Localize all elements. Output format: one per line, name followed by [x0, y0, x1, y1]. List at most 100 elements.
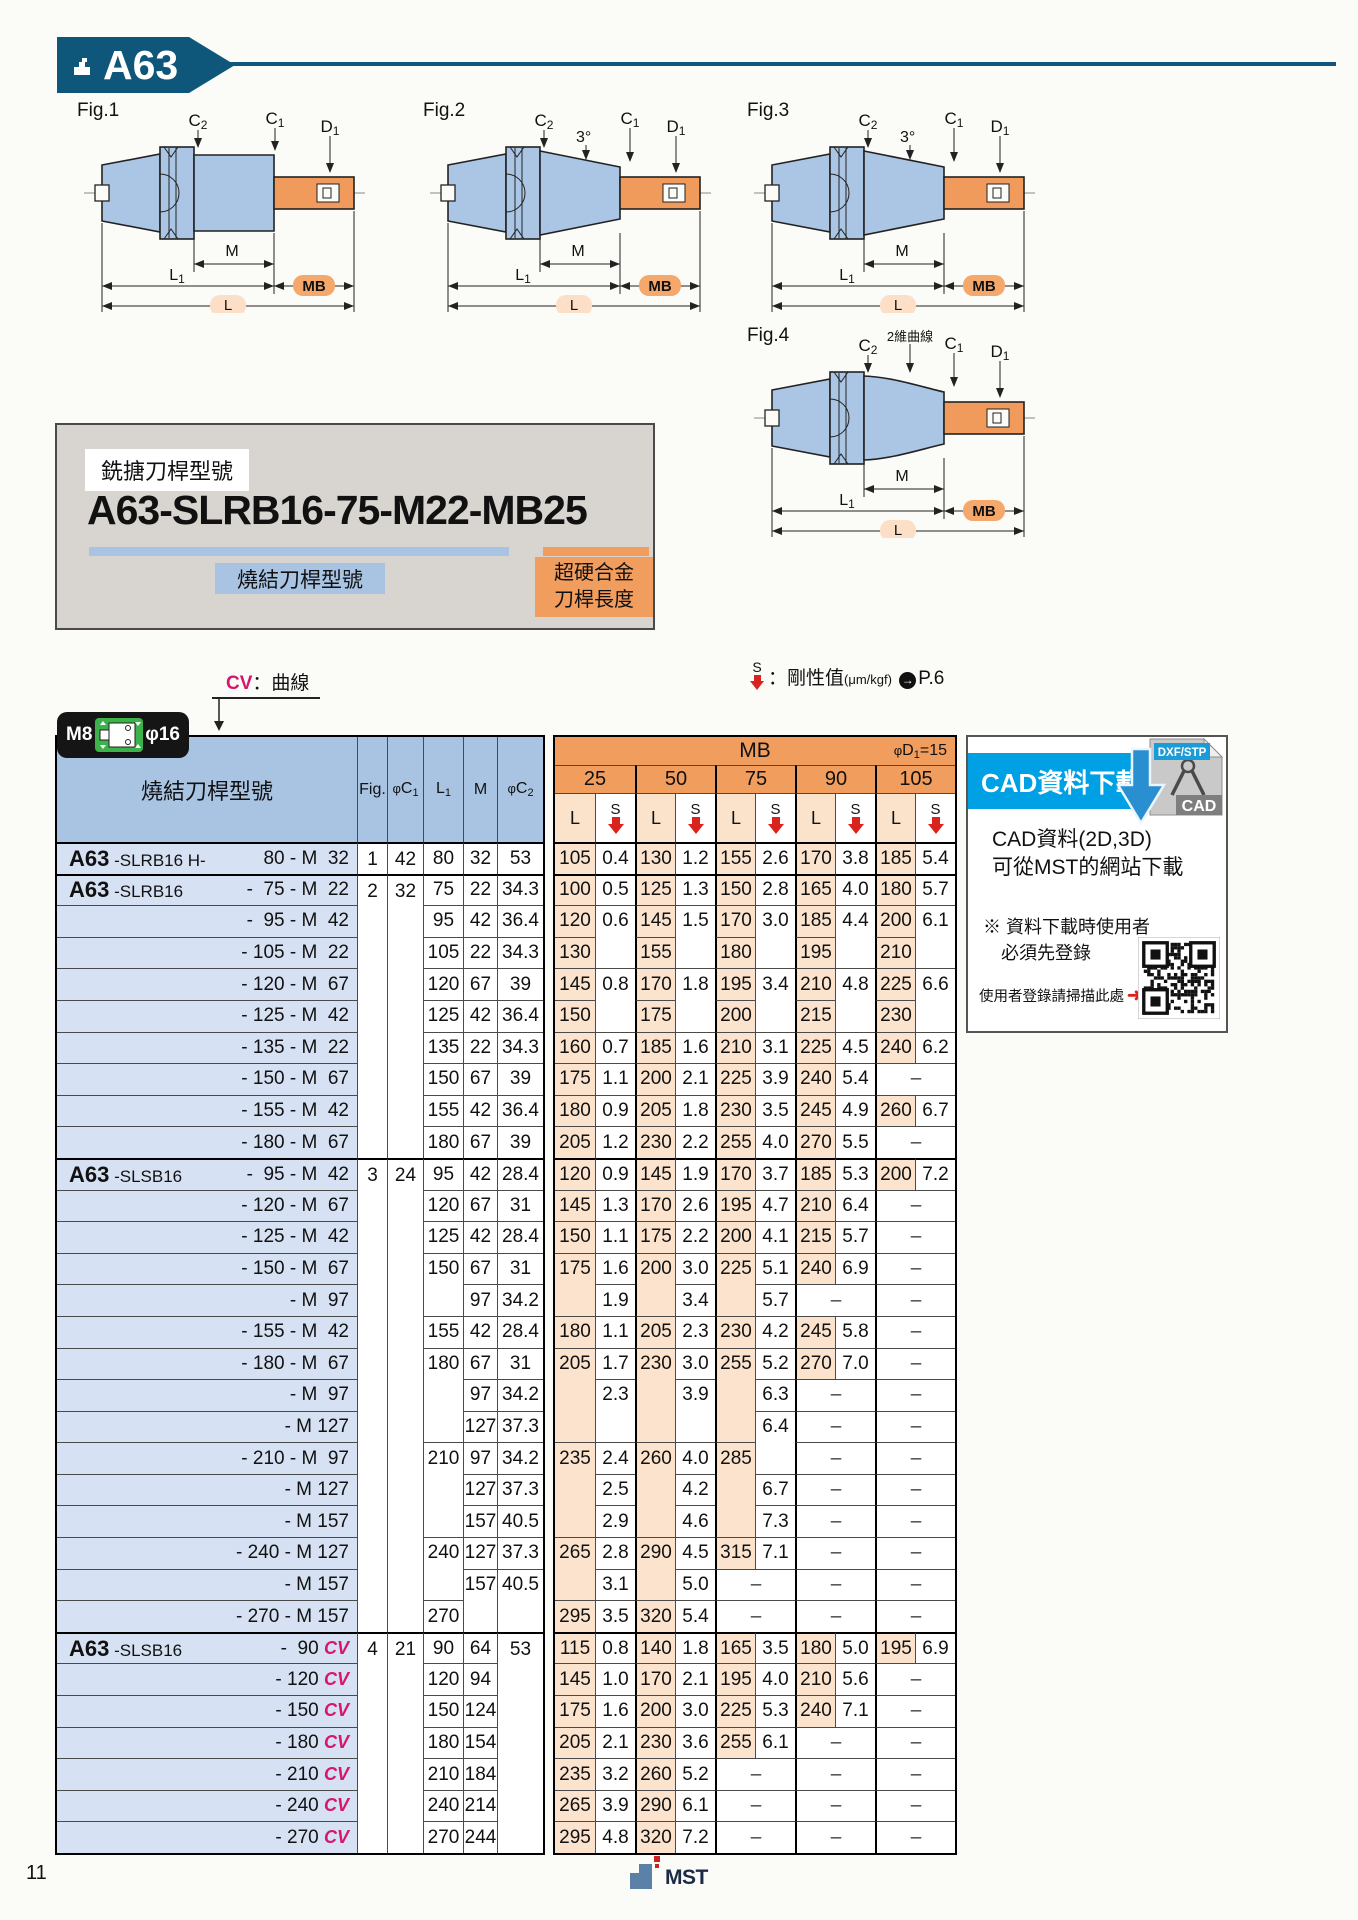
- cell-l1: 150: [423, 1063, 463, 1095]
- model-orange-underline: [543, 547, 649, 556]
- mb-size-header: 25: [555, 765, 635, 793]
- cell-mb-l: 195: [875, 1631, 915, 1664]
- cell-mb-s: 5.2: [755, 1347, 795, 1380]
- cell-mb-l: 145: [635, 1157, 675, 1190]
- cell-mb-s: 5.4: [675, 1600, 715, 1632]
- cell-mb-l: 145: [635, 905, 675, 937]
- cell-mb-s: 0.9: [595, 1157, 635, 1190]
- cell-mb-l: 175: [635, 999, 675, 1032]
- cell-mb-dash: –: [715, 1600, 795, 1632]
- cell-mb-l: 230: [635, 1126, 675, 1158]
- cell-mb-l: 290: [635, 1789, 675, 1822]
- cell-mb-s: 1.1: [595, 1221, 635, 1253]
- cell-mb-l: 315: [715, 1537, 755, 1569]
- svg-text:C2: C2: [535, 111, 554, 132]
- cell-mb-dash: –: [875, 1473, 955, 1506]
- brand-logo: MST: [628, 1854, 708, 1890]
- cell-mb-s: 0.4: [595, 842, 635, 874]
- cell-mb-l: 105: [555, 842, 595, 874]
- cell-mb-s: 6.2: [915, 1031, 955, 1064]
- stiffness-legend: S ：剛性值(μm/kgf) → P.6: [750, 660, 944, 690]
- cell-mb-s: 7.3: [755, 1505, 795, 1538]
- cell-mb-s: [675, 999, 715, 1032]
- row-model-name: - 150 - M 67: [57, 1063, 357, 1095]
- cell-c2: 39: [497, 1126, 543, 1158]
- svg-text:M: M: [225, 243, 238, 260]
- cell-mb-l: 195: [715, 1663, 755, 1696]
- row-model-name: - 135 - M 22: [57, 1031, 357, 1064]
- figure-2: Fig.2 C2 C1 D1 3° M L1 MB L: [418, 98, 718, 316]
- cell-mb-l: 140: [635, 1631, 675, 1664]
- cell-c2: 34.2: [497, 1284, 543, 1316]
- cell-mb-s: 3.2: [595, 1758, 635, 1790]
- cell-l1: 150: [423, 1252, 463, 1285]
- row-model-name: - 180 - M 67: [57, 1126, 357, 1158]
- cell-mb-dash: –: [715, 1789, 795, 1822]
- cell-mb-l: 205: [555, 1347, 595, 1380]
- svg-text:C1: C1: [621, 109, 640, 130]
- mb-size-header: 75: [715, 765, 795, 793]
- cell-mb-dash: –: [875, 1221, 955, 1253]
- cell-mb-s: 5.1: [755, 1252, 795, 1285]
- cell-mb-l: 165: [795, 873, 835, 906]
- cell-mb-s: 2.5: [595, 1473, 635, 1506]
- cell-mb-s: [835, 936, 875, 969]
- cell-mb-l: 205: [555, 1726, 595, 1759]
- cell-c2: 37.3: [497, 1537, 543, 1569]
- cell-mb-s: 1.6: [675, 1031, 715, 1064]
- cell-mb-l: 175: [555, 1695, 595, 1727]
- cell-mb-s: 3.0: [675, 1695, 715, 1727]
- cell-mb-s: 4.5: [835, 1031, 875, 1064]
- page-ref-arrow-icon: →: [899, 672, 917, 689]
- cad-download-box: CAD資料下載 CAD DXF/STP CAD資料(2D,3D) 可從MST的網…: [966, 735, 1228, 1033]
- cell-l1: [423, 1505, 463, 1538]
- cell-m: 67: [463, 1126, 497, 1158]
- svg-text:L1: L1: [839, 267, 855, 286]
- cell-mb-l: 170: [795, 842, 835, 874]
- svg-text:L1: L1: [839, 492, 855, 511]
- cell-mb-l: 215: [795, 1221, 835, 1253]
- cell-mb-s: 1.9: [675, 1157, 715, 1190]
- cell-mb-s: 5.3: [755, 1695, 795, 1727]
- cell-mb-l: 195: [795, 936, 835, 969]
- row-model-name: - M 157: [57, 1568, 357, 1601]
- red-down-arrow-icon: [767, 824, 784, 834]
- svg-text:C2: C2: [189, 111, 208, 132]
- cell-m: 22: [463, 936, 497, 969]
- cell-mb-s: 2.3: [595, 1379, 635, 1411]
- row-model-name: - 155 - M 42: [57, 1315, 357, 1348]
- cell-l1: 210: [423, 1758, 463, 1790]
- cv-legend: CV：曲線: [226, 673, 310, 694]
- cell-mb-s: 7.2: [915, 1157, 955, 1190]
- cell-mb-l: 120: [555, 905, 595, 937]
- cell-mb-l: 255: [715, 1726, 755, 1759]
- cell-l1: 120: [423, 1189, 463, 1222]
- cell-mb-l: 125: [635, 873, 675, 906]
- cell-mb-l: 230: [635, 1726, 675, 1759]
- cell-mb-l: 170: [635, 1189, 675, 1222]
- cell-mb-s: 6.9: [915, 1631, 955, 1664]
- cell-mb-s: [595, 999, 635, 1032]
- cell-mb-l: 200: [715, 999, 755, 1032]
- row-model-name: - 150 - M 67: [57, 1252, 357, 1285]
- cell-mb-s: [755, 999, 795, 1032]
- cell-mb-s: 1.2: [595, 1126, 635, 1158]
- cell-mb-dash: –: [875, 1252, 955, 1285]
- svg-text:Fig.3: Fig.3: [747, 100, 789, 121]
- svg-text:MB: MB: [972, 503, 995, 520]
- cell-l1: [423, 1568, 463, 1601]
- svg-text:L: L: [894, 297, 902, 313]
- cad-scan-text: 使用者登錄請掃描此處 ➜: [979, 985, 1143, 1005]
- cell-mb-l: 225: [875, 968, 915, 1000]
- cell-m: 127: [463, 1473, 497, 1506]
- cell-mb-l: [715, 1505, 755, 1538]
- cell-mb-s: 5.7: [835, 1221, 875, 1253]
- cell-mb-s: 4.9: [835, 1094, 875, 1127]
- badge-tool-icon: [94, 718, 143, 752]
- row-model-name: - 180 CV: [57, 1726, 357, 1759]
- cell-l1: 120: [423, 968, 463, 1000]
- cell-mb-l: 195: [715, 968, 755, 1000]
- cell-mb-s: 5.0: [675, 1568, 715, 1601]
- cv-tag: CV: [323, 1795, 349, 1816]
